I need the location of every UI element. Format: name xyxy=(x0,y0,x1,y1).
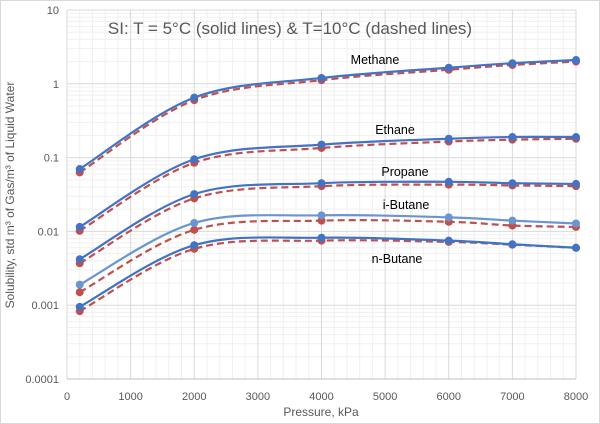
data-point-i-butane xyxy=(508,216,517,225)
data-point-propane xyxy=(75,255,84,264)
data-point-n-butane xyxy=(508,240,517,249)
data-point-ethane xyxy=(444,134,453,143)
data-point-n-butane xyxy=(317,233,326,242)
x-tick-label: 1000 xyxy=(118,391,142,403)
data-point-i-butane xyxy=(444,213,453,222)
data-point-n-butane xyxy=(444,236,453,245)
x-tick-label: 6000 xyxy=(437,391,461,403)
x-tick-label: 4000 xyxy=(309,391,333,403)
chart-title: SI: T = 5°C (solid lines) & T=10°C (dash… xyxy=(108,19,472,38)
data-point-propane xyxy=(317,179,326,188)
series-line-n-butane-10c xyxy=(79,239,577,313)
y-tick-label: 1 xyxy=(53,79,59,91)
x-tick-label: 2000 xyxy=(182,391,206,403)
tick-labels: 0 1000 2000 3000 4000 5000 6000 7000 8000 0.0001 0… xyxy=(25,5,588,403)
series-line-i-butane-10c xyxy=(79,219,577,294)
series-label-methane: Methane xyxy=(351,53,400,67)
data-point-ethane xyxy=(190,155,199,164)
y-tick-label: 0.01 xyxy=(38,226,59,238)
data-point-n-butane xyxy=(190,241,199,250)
series-label-i-butane: i-Butane xyxy=(383,198,430,212)
data-point-methane xyxy=(75,165,84,174)
gridlines xyxy=(66,9,577,380)
data-point-ethane xyxy=(572,133,580,142)
data-point-i-butane xyxy=(572,219,580,228)
data-point-propane xyxy=(508,179,517,188)
y-tick-label: 0.001 xyxy=(31,300,59,312)
y-tick-label: 10 xyxy=(47,5,59,17)
series-label-n-butane: n-Butane xyxy=(372,252,423,266)
data-point-methane xyxy=(572,56,580,65)
y-axis-label: Solubility, std m³ of Gas/m³ of Liquid W… xyxy=(3,82,17,309)
data-point-i-butane xyxy=(75,280,84,289)
series-labels: Methane Ethane Propane i-Butane n-Butane xyxy=(351,53,430,266)
data-point-methane xyxy=(444,63,453,72)
data-point-methane xyxy=(317,73,326,82)
data-point-methane xyxy=(190,93,199,102)
y-tick-label: 0.1 xyxy=(44,153,59,165)
x-tick-label: 3000 xyxy=(246,391,270,403)
y-tick-label: 0.0001 xyxy=(25,374,59,386)
data-point-methane xyxy=(508,59,517,68)
data-point-i-butane-10c xyxy=(75,288,84,297)
series-label-propane: Propane xyxy=(381,165,428,179)
series-label-ethane: Ethane xyxy=(375,123,415,137)
x-tick-label: 7000 xyxy=(500,391,524,403)
data-point-i-butane xyxy=(190,218,199,227)
data-point-ethane xyxy=(317,140,326,149)
data-point-propane xyxy=(190,190,199,199)
data-point-n-butane xyxy=(75,302,84,311)
data-point-propane xyxy=(572,179,580,188)
data-point-propane xyxy=(444,177,453,186)
x-tick-label: 5000 xyxy=(373,391,397,403)
data-point-ethane xyxy=(508,133,517,142)
x-axis-label: Pressure, kPa xyxy=(283,405,359,419)
x-tick-label: 0 xyxy=(64,391,70,403)
data-point-i-butane-10c xyxy=(190,225,199,234)
data-point-i-butane xyxy=(317,211,326,220)
data-point-n-butane xyxy=(572,243,580,252)
data-point-ethane xyxy=(75,222,84,231)
series-lines xyxy=(75,56,580,316)
x-tick-label: 8000 xyxy=(564,391,588,403)
